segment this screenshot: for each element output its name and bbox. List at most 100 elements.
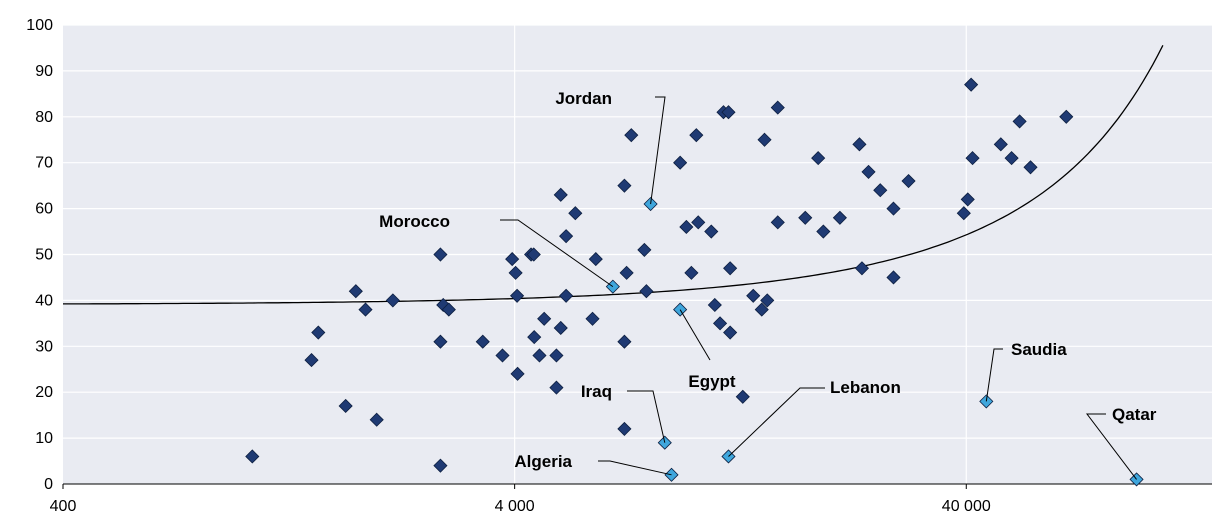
y-tick-label: 50 — [35, 247, 53, 264]
country-label: Egypt — [688, 372, 736, 391]
data-point — [553, 187, 568, 202]
country-label: Iraq — [581, 382, 612, 401]
data-point — [624, 128, 639, 143]
y-tick-label: 70 — [35, 155, 53, 172]
data-point — [617, 421, 632, 436]
data-point — [704, 224, 719, 239]
leader-line — [728, 387, 825, 457]
leader-line — [679, 309, 711, 361]
data-point — [508, 265, 523, 280]
x-tick-label: 400 — [50, 498, 77, 515]
data-point — [721, 105, 736, 120]
data-point — [385, 293, 400, 308]
data-point — [637, 242, 652, 257]
leader-line — [985, 348, 1003, 402]
data-point — [619, 265, 634, 280]
highlighted-country-labels: Jordan Morocco Egypt Iraq Algeria Lebanon Saud… — [379, 89, 1157, 480]
data-points — [245, 77, 1144, 487]
data-point — [475, 334, 490, 349]
leader-line — [650, 96, 666, 205]
data-point — [369, 412, 384, 427]
y-tick-label: 90 — [35, 63, 53, 80]
data-point — [553, 320, 568, 336]
data-point — [495, 348, 510, 363]
data-point — [886, 201, 901, 216]
data-point — [798, 210, 813, 225]
country-label: Morocco — [379, 212, 450, 231]
data-point — [712, 316, 728, 331]
highlighted-point — [979, 394, 994, 409]
data-point — [873, 183, 888, 198]
data-point — [505, 252, 520, 267]
data-point — [832, 210, 847, 225]
data-point — [684, 265, 699, 280]
data-point — [441, 302, 456, 317]
data-point — [532, 348, 547, 363]
data-point — [679, 219, 694, 235]
data-point — [348, 284, 363, 299]
data-point — [510, 288, 525, 303]
data-point — [617, 334, 632, 349]
data-point — [1023, 160, 1038, 175]
leader-line — [627, 390, 666, 443]
data-point — [673, 155, 688, 170]
data-point — [723, 325, 738, 340]
highlighted-point — [664, 467, 679, 482]
data-point — [245, 449, 260, 464]
trend-line — [63, 45, 1164, 305]
y-axis-ticks: 0 10 20 30 40 50 60 70 80 90 100 — [26, 17, 53, 493]
data-point — [1012, 114, 1027, 129]
data-point — [549, 348, 564, 363]
data-point — [886, 270, 901, 285]
y-tick-label: 100 — [26, 17, 53, 34]
y-tick-label: 60 — [35, 201, 53, 218]
data-point — [901, 173, 916, 189]
x-axis-ticks: 400 4 000 40 000 — [50, 484, 991, 515]
data-point — [526, 247, 541, 262]
y-tick-label: 10 — [35, 430, 53, 447]
data-point — [311, 325, 326, 340]
data-point — [304, 353, 319, 368]
data-point — [617, 178, 632, 193]
country-label: Qatar — [1112, 405, 1157, 424]
y-tick-label: 30 — [35, 338, 53, 355]
data-point — [746, 288, 761, 303]
data-point — [568, 206, 583, 221]
data-point — [723, 261, 738, 276]
country-label: Jordan — [555, 89, 612, 108]
data-point — [707, 297, 722, 313]
data-point — [964, 77, 979, 92]
data-point — [527, 330, 542, 345]
data-point — [956, 206, 971, 221]
y-tick-label: 0 — [44, 476, 53, 493]
data-point — [549, 380, 564, 395]
y-tick-label: 40 — [35, 292, 53, 309]
data-point — [510, 366, 525, 381]
data-point — [358, 302, 373, 317]
data-point — [816, 224, 831, 239]
leader-line — [1085, 413, 1137, 480]
data-point — [735, 389, 750, 404]
data-point — [861, 164, 876, 179]
data-point — [433, 458, 448, 473]
data-point — [585, 311, 600, 326]
y-tick-label: 80 — [35, 109, 53, 126]
data-point — [559, 229, 574, 244]
data-point — [854, 261, 870, 276]
data-point — [770, 215, 785, 230]
data-point — [689, 128, 704, 143]
country-label: Algeria — [514, 452, 572, 471]
data-point — [965, 151, 980, 166]
leader-line — [500, 219, 614, 288]
data-point — [960, 192, 975, 207]
data-point — [993, 137, 1008, 152]
data-point — [433, 247, 448, 262]
data-point — [1059, 109, 1074, 124]
data-point — [770, 100, 785, 115]
data-point — [811, 151, 826, 166]
country-label: Lebanon — [830, 378, 901, 397]
data-point — [754, 302, 769, 317]
y-tick-label: 20 — [35, 384, 53, 401]
data-point — [433, 334, 448, 349]
